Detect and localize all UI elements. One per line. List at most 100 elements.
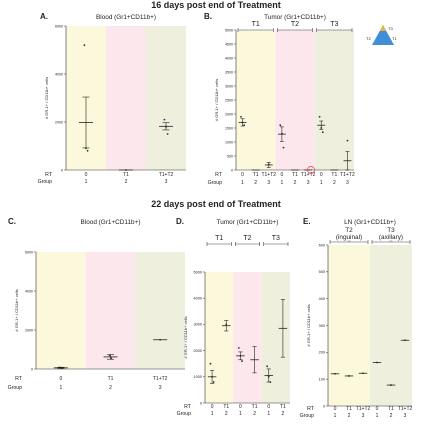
panel-a-group-3: 3 [165, 179, 168, 185]
panel-b-rt-7: 0 [320, 172, 323, 178]
panel-e-ytick-label-200: 200 [319, 351, 325, 355]
panel-b-g1-point-1 [240, 115, 242, 118]
panel-d-ytick-label-5000: 5000 [194, 270, 202, 274]
panel-d-rt-row-label: RT [184, 404, 192, 410]
panel-a-rt-2: T1 [123, 172, 129, 178]
panel-c-band-1 [36, 252, 86, 369]
panel-b-g9-point-1 [346, 139, 349, 142]
panel-d-ytick-label-2000: 2000 [194, 349, 202, 353]
panel-a-band-3 [146, 26, 186, 170]
panel-b-title: Tumor (Gr1+CD11b+) [264, 14, 326, 21]
panel-b-section-2-label: T2 [291, 21, 299, 28]
panel-e-group-4: 1 [376, 413, 379, 419]
panel-a-title: Blood (Gr1+CD11b+) [96, 14, 156, 21]
panel-a-g3-point-3 [166, 133, 169, 135]
panel-e-y-axis-label: # GR-1+ / CD11b+ cells [306, 304, 311, 346]
panel-b: 0500100015002000250030003500400045005000… [204, 12, 355, 186]
panel-a-g3-point-1 [163, 118, 166, 121]
panel-a-group-row-label: Group [38, 179, 53, 185]
panel-d-ytick-label-4000: 4000 [194, 297, 202, 301]
panel-d-rt-1: 0 [211, 404, 214, 410]
tumor-icon-label-3: T1 [392, 36, 397, 41]
panel-a-group-2: 2 [125, 179, 128, 185]
panel-d-ytick-label-1000: 1000 [194, 375, 202, 379]
panel-c-group-row-label: Group [8, 385, 23, 391]
panel-e-title: LN (Gr1+CD11b+) [344, 219, 396, 226]
panel-d-group-6: 2 [282, 411, 285, 417]
tumor-icon-label-2: T2 [366, 36, 371, 41]
panel-a-ytick-label-2000: 2000 [55, 120, 63, 124]
panel-a-group-1: 1 [85, 179, 88, 185]
panel-c-rt-row-label: RT [15, 376, 23, 382]
panel-c-group-3: 3 [159, 385, 162, 391]
panel-e-ytick-label-500: 500 [319, 270, 325, 274]
panel-e-rt-3: T1+T2 [356, 406, 371, 412]
panel-b-g1-point-3 [243, 124, 246, 127]
panel-e-ytick-label-0: 0 [323, 404, 325, 408]
panel-b-g4-point-3 [282, 146, 285, 149]
panel-b-ytick-label-2500: 2500 [225, 98, 233, 102]
panel-c-rt-3: T1+T2 [153, 376, 168, 382]
panel-d-g3-point-1 [237, 347, 240, 349]
panel-e-group-2: 2 [348, 413, 351, 419]
panel-c-band-3 [135, 252, 185, 369]
panel-d-band-2 [233, 272, 262, 403]
panel-b-ytick-label-4500: 4500 [225, 42, 233, 46]
panel-c-rt-1: 0 [59, 376, 62, 382]
panel-a-g1-point-1 [83, 44, 86, 47]
panel-d-ytick-label-0: 0 [200, 401, 202, 405]
panel-b-rt-1: 0 [241, 172, 244, 178]
panel-b-section-3-label: T3 [330, 21, 338, 28]
panel-c: 0 2000 4000 6000 # GR-1+ / CD11b+ cells C. Blo… [8, 217, 185, 391]
panel-b-ytick-label-3000: 3000 [225, 84, 233, 88]
panel-a-ytick-label-6000: 6000 [55, 24, 63, 28]
panel-e-section-1-label: T2 [345, 227, 353, 234]
panel-d-band-3 [261, 272, 290, 403]
panel-e-ytick-label-600: 600 [319, 243, 325, 247]
panel-d-y-axis-label: # GR-1+ / CD11b+ cells [183, 316, 188, 358]
panel-d-g1-point-1 [209, 362, 212, 365]
panel-b-ytick-label-1000: 1000 [225, 140, 233, 144]
panel-a-letter: A. [40, 12, 48, 21]
tumor-icon-label-1: T3 [388, 26, 393, 31]
panel-e-group-3: 3 [362, 413, 365, 419]
panel-c-ytick-label-2000: 2000 [25, 328, 33, 332]
panel-d-g3-point-3 [241, 360, 243, 362]
panel-b-rt-row-label: RT [215, 172, 223, 178]
panel-d-band-1 [205, 272, 234, 403]
panel-a-rt-1: 0 [85, 172, 88, 178]
panel-e-group-row-label: Group [300, 413, 315, 419]
panel-b-g4-point-1 [279, 124, 282, 127]
panel-c-g2-point-1 [108, 354, 111, 357]
panel-e-section-1-sublabel: (inguinal) [336, 234, 362, 241]
panel-c-title: Blood (Gr1+CD11b+) [81, 219, 141, 226]
heading-22-days: 22 days post end of Treatment [151, 199, 281, 209]
panel-b-rt-2: T1 [253, 172, 259, 178]
panel-b-band-1 [236, 30, 276, 170]
panel-d-rt-5: 0 [267, 404, 270, 410]
annotation-circle [307, 166, 315, 174]
panel-e-letter: E. [303, 217, 311, 226]
panel-b-y-axis-label: # GR-1+ / CD11b+ cells [214, 79, 219, 121]
panel-c-ytick-label-6000: 6000 [25, 250, 33, 254]
panel-b-g7-point-3 [321, 131, 324, 134]
panel-b-rt-8: T1 [331, 172, 337, 178]
panel-e-rt-5: T1 [388, 406, 394, 412]
panel-b-ytick-label-5000: 5000 [225, 28, 233, 32]
panel-e-section-2-label: T3 [387, 227, 395, 234]
panel-d-group-3: 1 [239, 411, 242, 417]
panel-b-letter: B. [204, 12, 212, 21]
panel-d-rt-3: 0 [239, 404, 242, 410]
panel-d-section-3-label: T3 [272, 235, 280, 242]
panel-b-ytick-label-2000: 2000 [225, 112, 233, 116]
panel-d-ytick-label-3000: 3000 [194, 323, 202, 327]
panel-d-g5-point-1 [266, 365, 269, 368]
panel-a-g1-point-3 [86, 149, 89, 152]
panel-a-ytick-label-0: 0 [61, 168, 63, 172]
panel-b-band-2 [275, 30, 315, 170]
panel-d-rt-6: T1 [280, 404, 286, 410]
panel-b-ytick-label-0: 0 [231, 168, 233, 172]
panel-c-band-2 [85, 252, 136, 369]
panel-e-section-2-sublabel: (axillary) [379, 234, 403, 241]
